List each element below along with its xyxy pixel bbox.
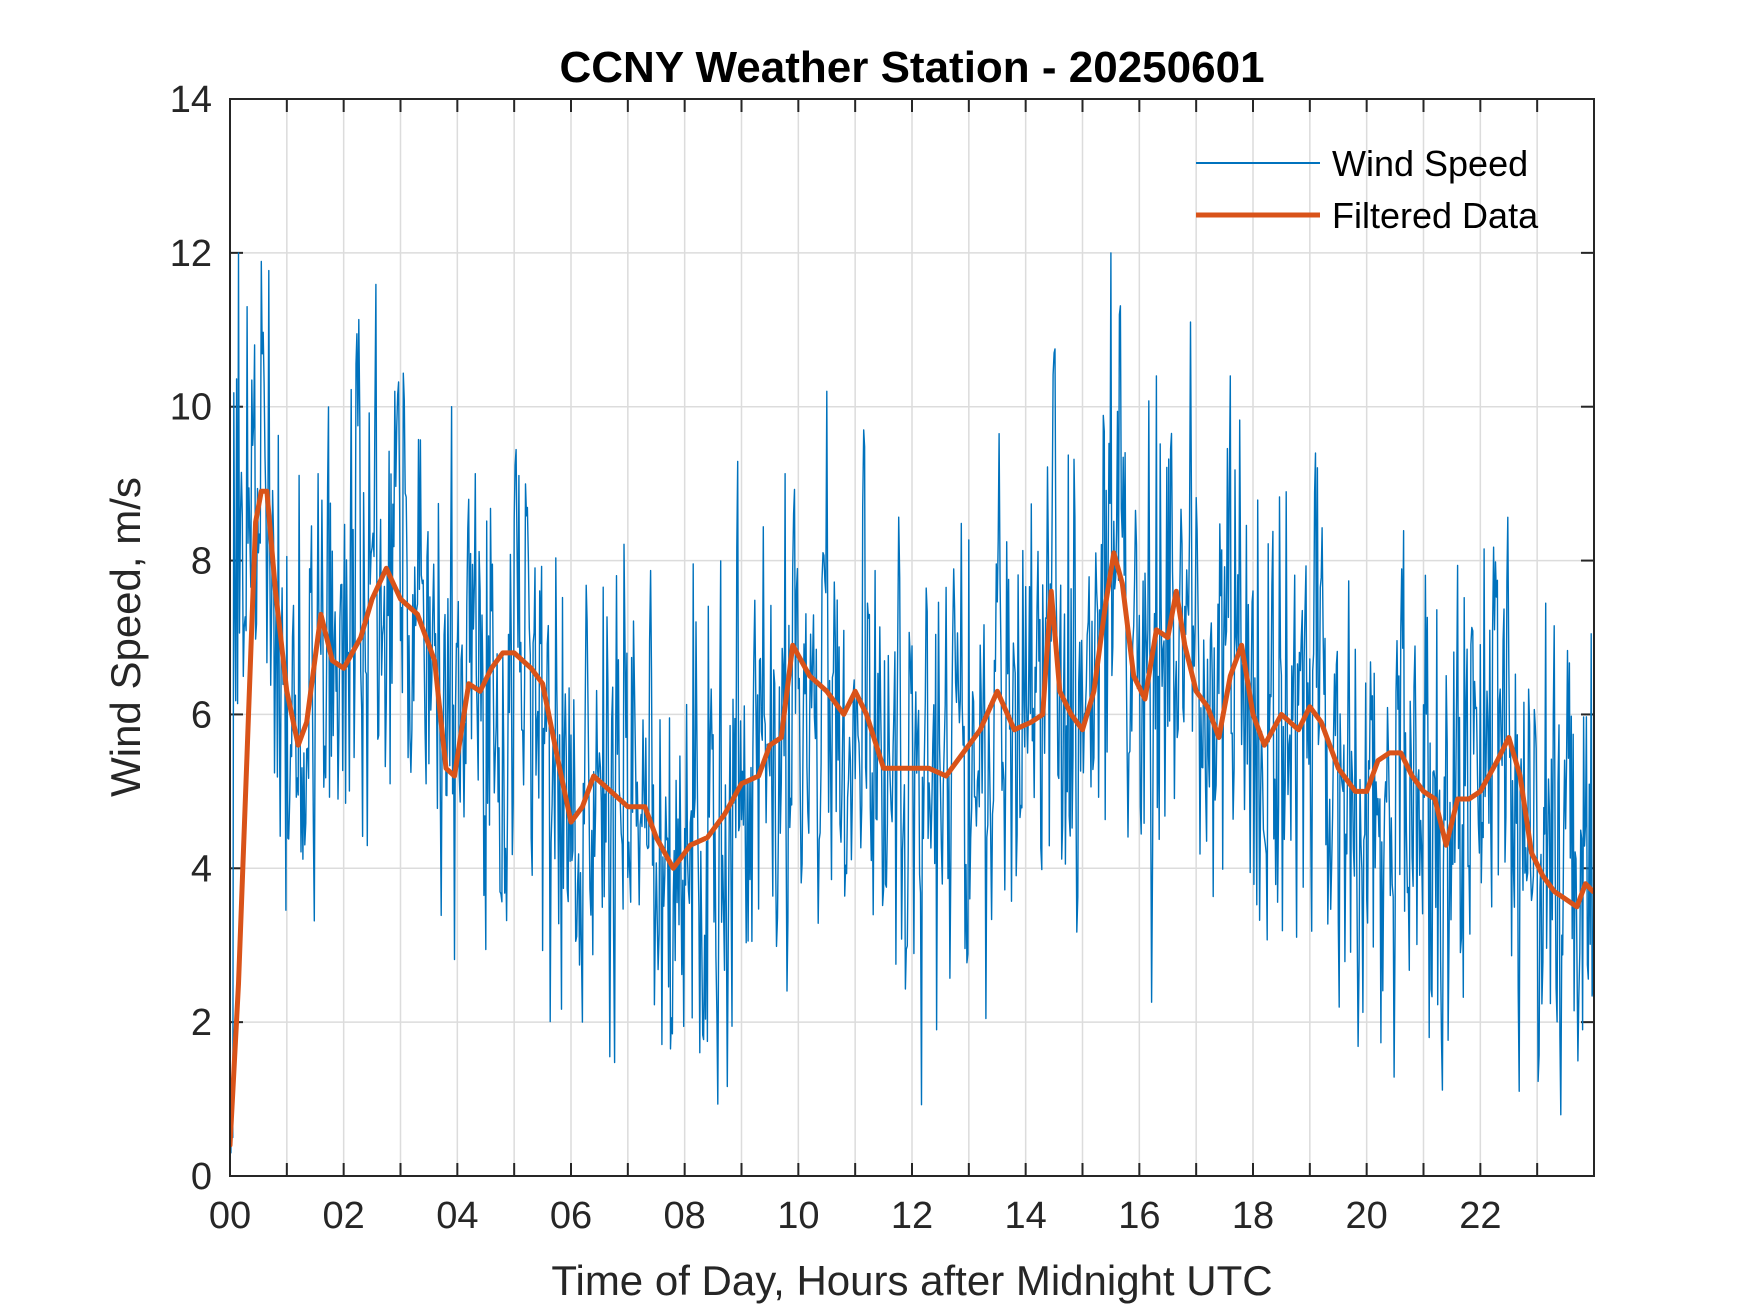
y-tick-label: 10 xyxy=(170,387,212,429)
y-axis-label: Wind Speed, m/s xyxy=(102,477,149,797)
legend-filtered-data-label: Filtered Data xyxy=(1332,195,1539,236)
x-tick-labels: 00 02 04 06 08 10 12 14 16 18 20 22 xyxy=(209,1195,1502,1237)
plot-box xyxy=(229,98,1595,1177)
legend: Wind Speed Filtered Data xyxy=(1196,143,1539,236)
y-tick-label: 4 xyxy=(191,848,212,890)
x-tick-label: 06 xyxy=(550,1195,592,1237)
x-tick-label: 14 xyxy=(1005,1195,1047,1237)
x-tick-label: 16 xyxy=(1118,1195,1160,1237)
y-tick-label: 12 xyxy=(170,233,212,275)
x-tick-label: 22 xyxy=(1459,1195,1501,1237)
x-tick-label: 10 xyxy=(777,1195,819,1237)
x-tick-label: 18 xyxy=(1232,1195,1274,1237)
y-tick-label: 14 xyxy=(170,79,212,121)
series-layer xyxy=(230,252,1594,1154)
y-tick-labels: 0 2 4 6 8 10 12 14 xyxy=(170,79,212,1198)
series-wind-speed-line xyxy=(230,252,1594,1154)
x-tick-label: 20 xyxy=(1346,1195,1388,1237)
y-tick-label: 6 xyxy=(191,694,212,736)
x-tick-label: 08 xyxy=(664,1195,706,1237)
x-axis-label: Time of Day, Hours after Midnight UTC xyxy=(551,1257,1272,1304)
chart-title: CCNY Weather Station - 20250601 xyxy=(559,43,1264,92)
legend-wind-speed-label: Wind Speed xyxy=(1332,143,1528,184)
series-filtered-data-line xyxy=(230,488,1594,1148)
x-tick-label: 02 xyxy=(323,1195,365,1237)
x-tick-label: 00 xyxy=(209,1195,251,1237)
y-tick-label: 8 xyxy=(191,541,212,583)
y-tick-label: 2 xyxy=(191,1002,212,1044)
x-tick-label: 04 xyxy=(436,1195,478,1237)
y-tick-label: 0 xyxy=(191,1156,212,1198)
x-tick-label: 12 xyxy=(891,1195,933,1237)
